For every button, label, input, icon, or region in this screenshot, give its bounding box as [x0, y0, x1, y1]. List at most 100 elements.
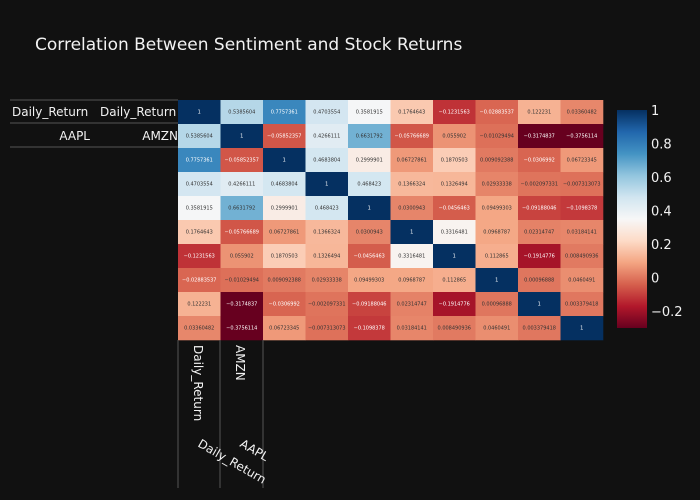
heatmap-cell-label: 0.00096888 — [524, 278, 554, 284]
heatmap-cell-label: −0.1098378 — [566, 206, 597, 212]
heatmap-cell-label: 0.06727861 — [397, 158, 427, 164]
heatmap-cell — [560, 268, 604, 293]
chart-title: Correlation Between Sentiment and Stock … — [35, 35, 462, 55]
heatmap-cell — [263, 124, 306, 149]
heatmap-cells: 1 0.5385604 0.7757361 0.4703554 0.3581915 0.1… — [178, 100, 604, 341]
heatmap-cell-label: −0.05766689 — [395, 134, 429, 140]
heatmap-cell-label: 1 — [495, 278, 498, 284]
heatmap-cell — [220, 244, 264, 269]
heatmap-cell-label: 1 — [283, 158, 286, 164]
heatmap-cell-label: 0.02314747 — [524, 230, 554, 236]
heatmap-cell — [263, 100, 306, 125]
heatmap-cell — [433, 316, 476, 341]
heatmap-cell-label: 0.03184141 — [397, 326, 427, 332]
heatmap-cell-label: −0.1098378 — [354, 326, 385, 332]
heatmap-cell — [390, 244, 434, 269]
heatmap-cell — [390, 268, 434, 293]
heatmap-cell-label: 0.06727861 — [269, 230, 299, 236]
heatmap-cell-label: −0.1914776 — [524, 254, 555, 260]
heatmap-cell — [263, 316, 306, 341]
heatmap-cell — [518, 148, 561, 173]
heatmap-cell-label: −0.09188046 — [352, 302, 386, 308]
heatmap-cell — [433, 172, 476, 197]
heatmap-cell-label: 0.03360482 — [567, 110, 597, 116]
heatmap-cell-label: 0.122231 — [187, 302, 211, 308]
heatmap-cell — [348, 196, 391, 221]
heatmap-cell — [305, 124, 349, 149]
heatmap-cell — [560, 124, 604, 149]
row-header-l1-c1: Daily_Return — [12, 105, 88, 119]
heatmap-cell — [560, 316, 604, 341]
heatmap-cell — [305, 244, 349, 269]
heatmap-cell-label: 0.1764643 — [398, 110, 425, 116]
heatmap-cell — [305, 292, 349, 317]
heatmap-cell-label: 0.02933338 — [482, 182, 512, 188]
colorbar-tick-label: 1 — [651, 104, 659, 119]
heatmap-cell — [390, 100, 434, 125]
row-header-l2-c2: AMZN — [142, 129, 178, 143]
heatmap-cell — [433, 196, 476, 221]
heatmap-cell-label: 0.5385604 — [228, 110, 255, 116]
heatmap-cell-label: −0.1231563 — [184, 254, 215, 260]
heatmap-cell — [518, 316, 561, 341]
heatmap-cell — [475, 172, 519, 197]
heatmap-cell — [220, 292, 264, 317]
heatmap-cell — [390, 220, 434, 245]
heatmap-cell-label: 0.0460491 — [483, 326, 510, 332]
heatmap-cell-label: 0.00096888 — [482, 302, 512, 308]
heatmap-cell — [560, 172, 604, 197]
heatmap-cell — [305, 196, 349, 221]
heatmap-cell-label: 0.09499303 — [482, 206, 512, 212]
col-header-l1-c2: AMZN — [233, 345, 247, 381]
heatmap-cell — [178, 244, 221, 269]
heatmap-cell-label: 0.3581915 — [356, 110, 383, 116]
heatmap-cell-label: 0.4266111 — [228, 182, 255, 188]
heatmap-cell — [348, 244, 391, 269]
heatmap-cell — [220, 148, 264, 173]
heatmap-cell-label: 0.4683804 — [313, 158, 340, 164]
heatmap-cell-label: 0.1366324 — [313, 230, 340, 236]
heatmap-cell-label: 0.06723345 — [567, 158, 597, 164]
heatmap-cell — [220, 268, 264, 293]
heatmap-cell-label: 0.003379418 — [565, 302, 598, 308]
heatmap-cell — [220, 196, 264, 221]
heatmap-cell-label: 1 — [368, 206, 371, 212]
heatmap-cell — [178, 124, 221, 149]
colorbar-tick-label: 0.4 — [651, 205, 672, 220]
heatmap-cell-label: 0.1366324 — [398, 182, 425, 188]
heatmap-cell-label: 1 — [240, 134, 243, 140]
heatmap-cell — [518, 220, 561, 245]
heatmap-cell-label: −0.02883537 — [480, 110, 514, 116]
heatmap-cell — [518, 292, 561, 317]
heatmap-cell-label: −0.05852357 — [225, 158, 259, 164]
heatmap-cell — [348, 148, 391, 173]
heatmap-cell — [518, 124, 561, 149]
heatmap-cell-label: 0.1870503 — [271, 254, 298, 260]
heatmap-cell — [390, 316, 434, 341]
heatmap-cell — [475, 268, 519, 293]
heatmap-cell — [348, 124, 391, 149]
heatmap-cell-label: 0.009092388 — [480, 158, 513, 164]
heatmap-cell-label: −0.09188046 — [522, 206, 556, 212]
heatmap-cell — [518, 100, 561, 125]
heatmap-cell — [348, 172, 391, 197]
colorbar-ticks: −0.2 0 0.2 0.4 0.6 0.8 1 — [651, 104, 683, 320]
heatmap-cell — [178, 196, 221, 221]
heatmap-cell — [348, 268, 391, 293]
heatmap-cell-label: 0.4703554 — [186, 182, 213, 188]
heatmap-cell — [390, 172, 434, 197]
heatmap-cell-label: 0.1326494 — [441, 182, 468, 188]
heatmap-cell — [305, 220, 349, 245]
heatmap-cell-label: −0.3756114 — [226, 326, 257, 332]
colorbar-tick-label: 0 — [651, 272, 659, 287]
heatmap-cell — [178, 148, 221, 173]
heatmap-cell-label: −0.0306992 — [524, 158, 555, 164]
heatmap-cell — [348, 292, 391, 317]
heatmap-cell — [560, 220, 604, 245]
heatmap-cell — [390, 148, 434, 173]
heatmap-cell — [178, 268, 221, 293]
heatmap-cell-label: 0.4266111 — [313, 134, 340, 140]
heatmap-cell-label: 0.4703554 — [313, 110, 340, 116]
heatmap-cell-label: 0.055902 — [442, 134, 466, 140]
colorbar-tick-label: 0.2 — [651, 238, 672, 253]
